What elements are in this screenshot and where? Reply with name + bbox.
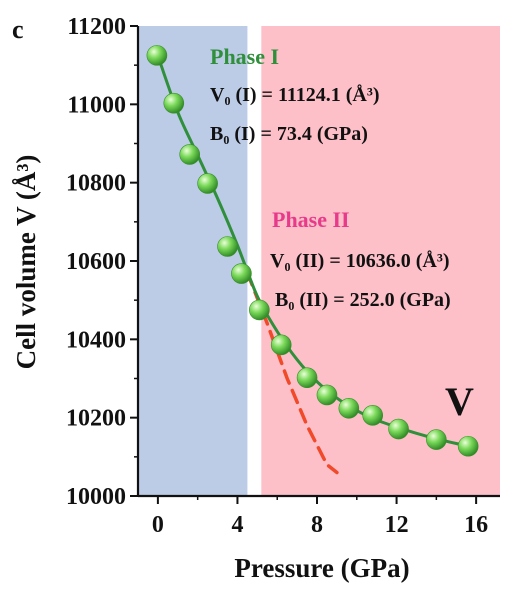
phase-i-b0: B₀ (I) = 73.4 (GPa) <box>210 123 368 145</box>
text-labels: c Pressure (GPa) Cell volume V (Å³) Phas… <box>11 15 474 583</box>
data-point <box>270 334 292 356</box>
data-point <box>217 236 238 257</box>
panel-label: c <box>12 15 24 44</box>
data-point <box>362 405 384 426</box>
y-tick-label: 10800 <box>66 171 126 197</box>
data-point <box>231 263 252 284</box>
data-point <box>146 45 168 66</box>
phase-i-v0: V₀ (I) = 11124.1 (Å³) <box>210 83 380 106</box>
data-point <box>179 144 201 165</box>
data-point <box>388 418 409 440</box>
data-point <box>338 397 360 419</box>
y-tick-label: 11000 <box>67 92 126 118</box>
x-tick-label: 16 <box>464 512 488 538</box>
x-tick-label: 0 <box>152 512 164 538</box>
data-point <box>296 367 318 389</box>
data-point <box>197 173 218 194</box>
phase-ii-title: Phase II <box>272 207 350 232</box>
phase-regions <box>138 26 500 496</box>
element-symbol-v: V <box>445 379 474 424</box>
x-tick-label: 12 <box>385 512 409 538</box>
phase-i-title: Phase I <box>210 44 279 69</box>
phase-ii-v0: V₀ (II) = 10636.0 (Å³) <box>270 249 449 272</box>
y-axis-label: Cell volume V (Å³) <box>11 155 41 370</box>
y-tick-label: 10400 <box>66 327 126 353</box>
data-point <box>316 384 338 406</box>
y-tick-label: 11200 <box>67 14 126 40</box>
phase-ii-b0: B₀ (II) = 252.0 (GPa) <box>275 289 451 311</box>
axes: 0 4 8 12 16 10000 10200 10400 10600 10800 11000 112… <box>66 14 500 538</box>
data-points <box>146 45 479 457</box>
data-point <box>249 299 270 321</box>
data-point <box>163 92 185 114</box>
y-tick-label: 10000 <box>66 484 126 510</box>
x-tick-label: 4 <box>231 512 243 538</box>
y-tick-label: 10200 <box>66 406 126 432</box>
phase-region-1 <box>138 26 248 496</box>
data-point <box>426 429 447 450</box>
x-tick-label: 8 <box>311 512 323 538</box>
x-axis-label: Pressure (GPa) <box>234 553 409 583</box>
y-tick-label: 10600 <box>66 249 126 275</box>
data-point <box>457 435 479 457</box>
